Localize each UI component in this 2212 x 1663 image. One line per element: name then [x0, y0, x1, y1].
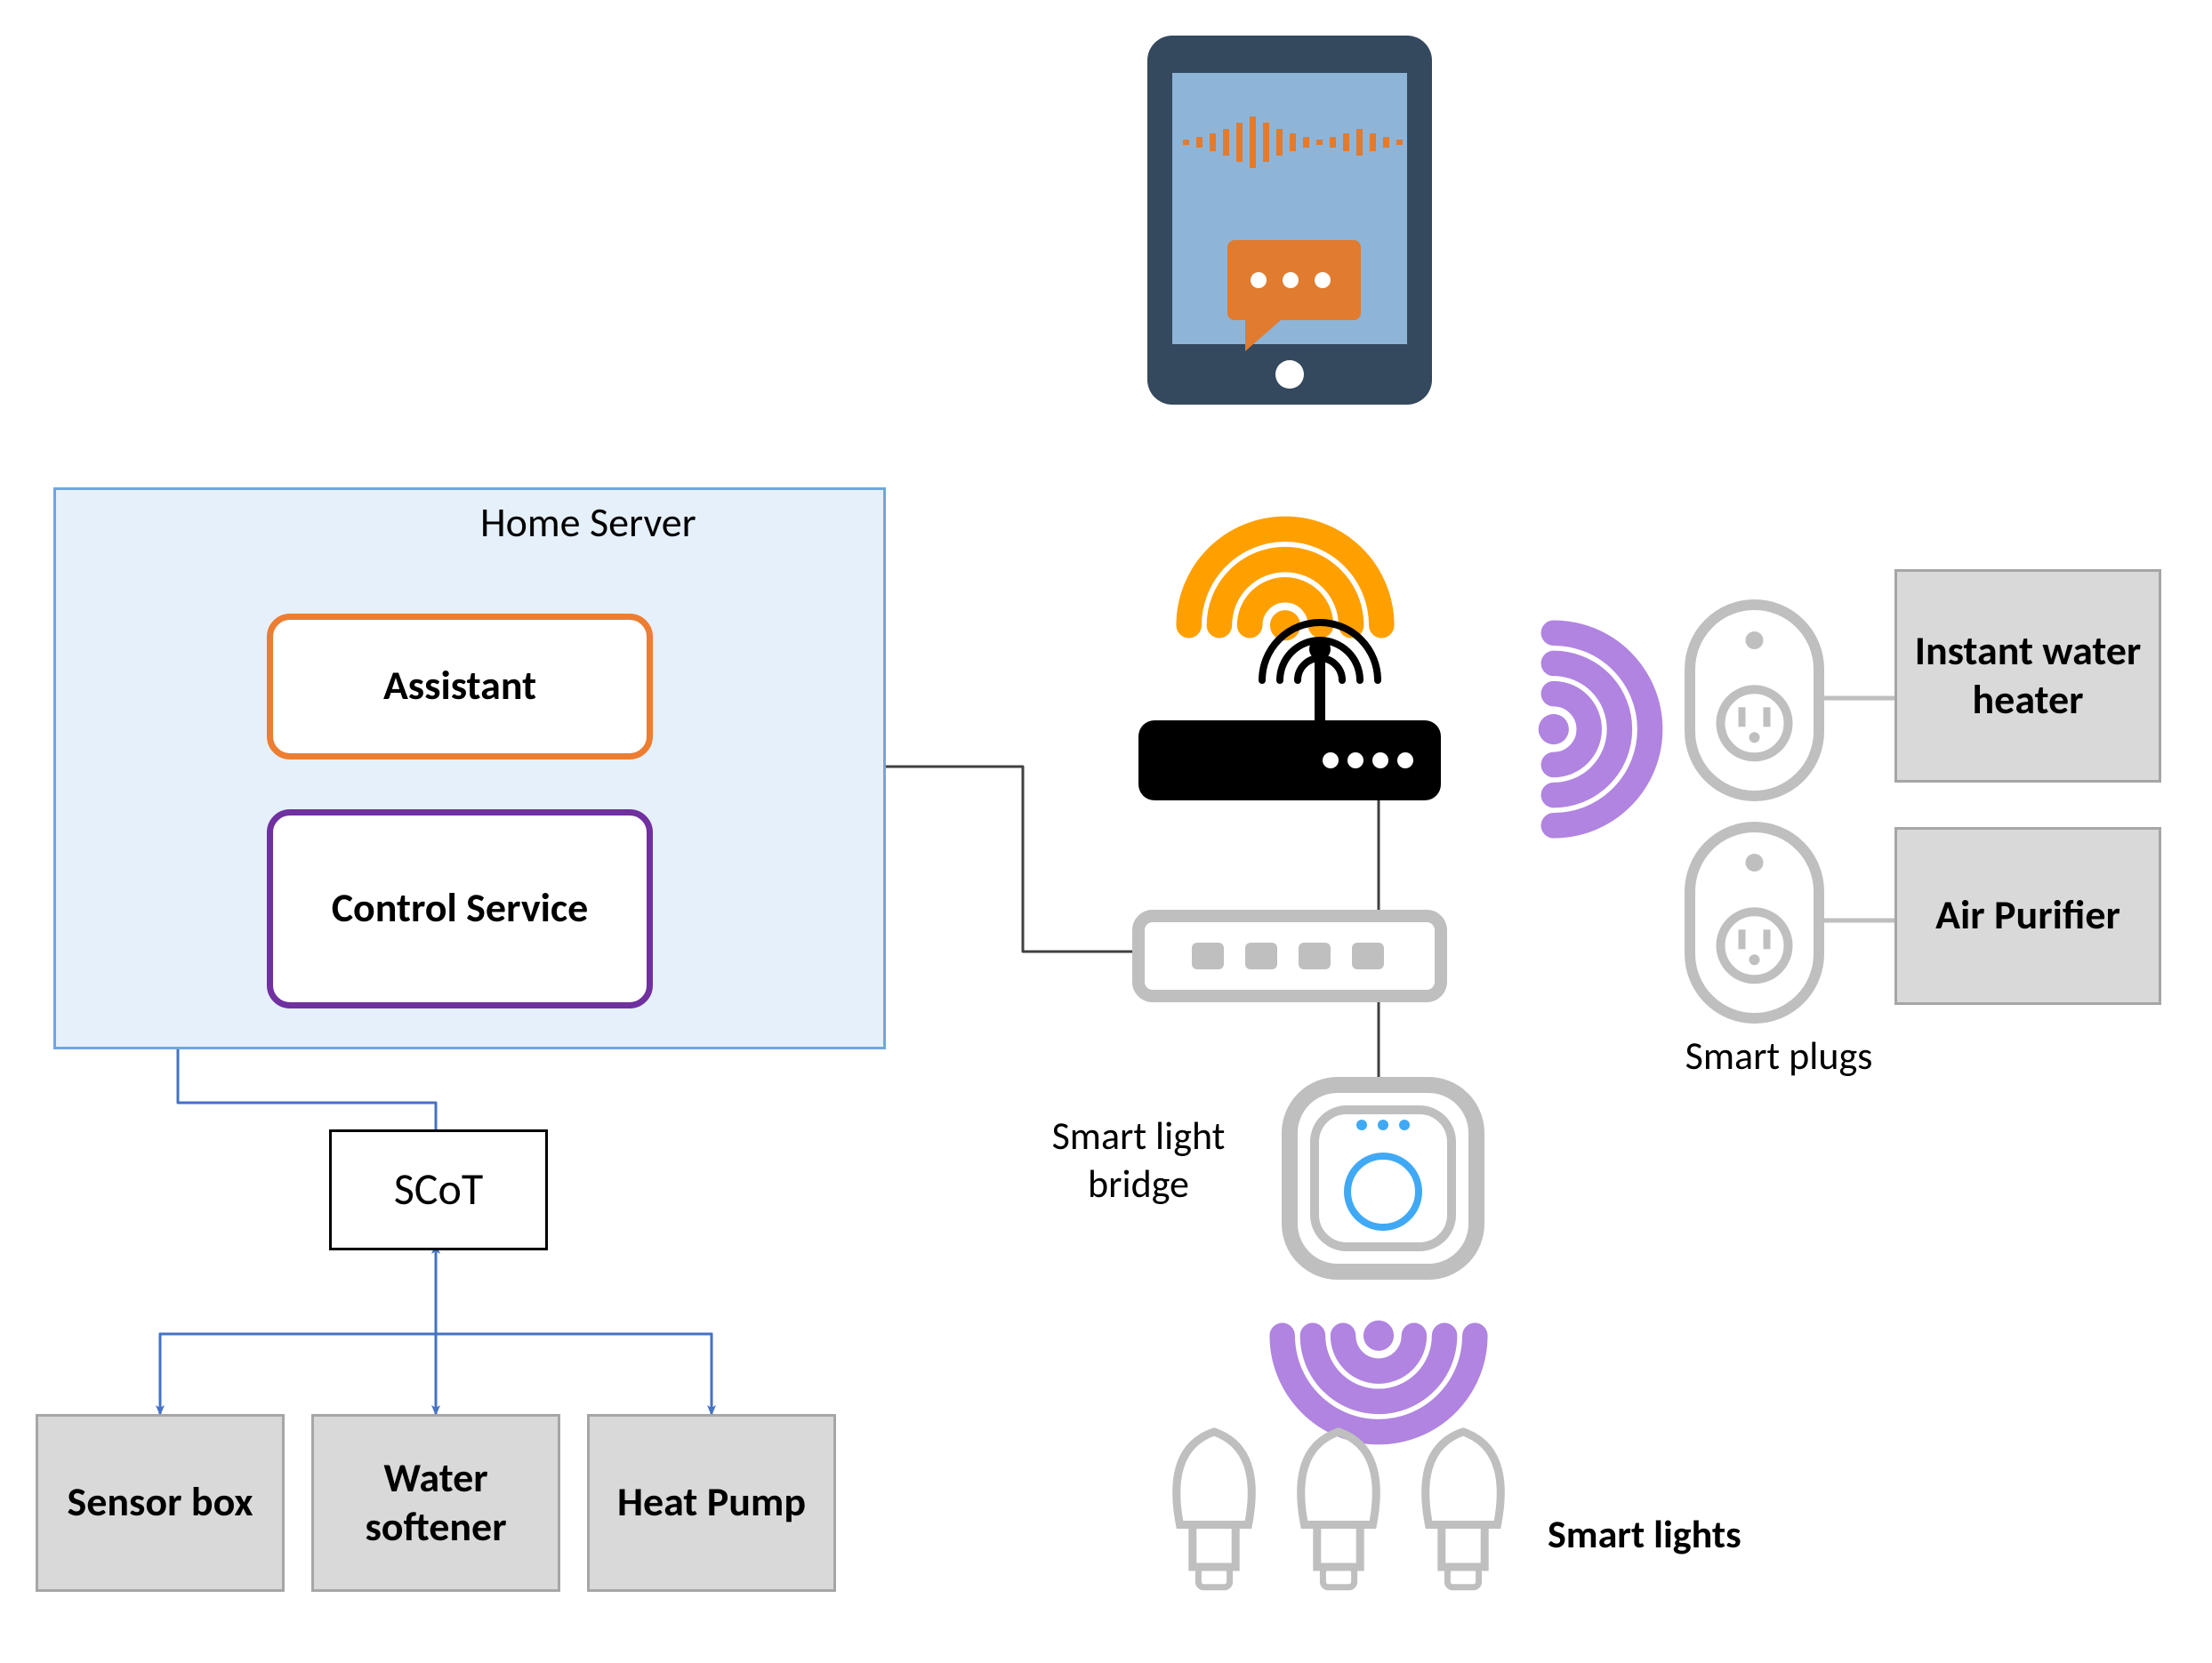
right-box-heater: Instant water heater [1894, 569, 2161, 783]
bottom-box-soft: Water softener [311, 1414, 560, 1592]
wifi-icon [1189, 529, 1382, 640]
bulb-icon [1177, 1432, 1252, 1587]
control-service-node: Control Service [267, 809, 653, 1008]
bulb-icon [1301, 1432, 1377, 1587]
wifi-icon [1539, 633, 1650, 826]
bulbs-label: Smart lights [1548, 1481, 1797, 1587]
right-box-purifier: Air Purifier [1894, 827, 2161, 1005]
plugs-label: Smart plugs [1672, 1032, 1886, 1138]
home-server-title: Home Server [480, 498, 863, 551]
plug-icon [1690, 827, 1819, 1018]
router-icon [1138, 623, 1441, 800]
bottom-box-sensor: Sensor box [36, 1414, 285, 1592]
bridge-label: Smart light bridge [1005, 1112, 1272, 1218]
bulb-icon [1426, 1432, 1501, 1587]
plug-icon [1690, 605, 1819, 796]
bottom-box-heat: Heat Pump [587, 1414, 836, 1592]
assistant-node: Assistant [267, 614, 653, 759]
tablet-icon [1147, 36, 1432, 405]
switch-icon [1138, 916, 1441, 996]
scot-node: SCoT [329, 1129, 548, 1250]
bridge-icon [1290, 1085, 1476, 1272]
wifi-icon [1283, 1321, 1476, 1432]
